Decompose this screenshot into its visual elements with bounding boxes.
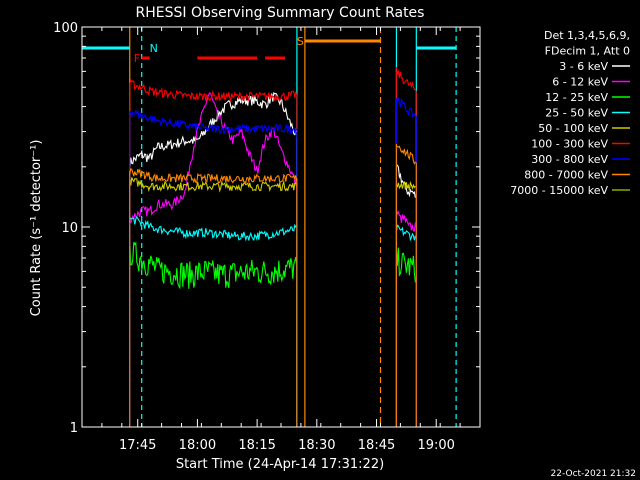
series-line-6 <box>396 97 416 118</box>
x-tick-label: 19:00 <box>417 438 454 453</box>
series-line-2 <box>395 247 416 283</box>
y-tick-label: 100 <box>53 21 78 36</box>
legend-entry: 50 - 100 keV <box>538 122 608 135</box>
series-line-3 <box>395 224 416 242</box>
legend-header: FDecim 1, Att 0 <box>545 45 630 58</box>
legend-entry: 300 - 800 keV <box>531 153 608 166</box>
y-tick-label: 10 <box>61 221 78 236</box>
y-tick-label: 1 <box>70 421 78 436</box>
series-line-7 <box>396 145 416 165</box>
flag-label: N <box>150 42 158 55</box>
legend-header: Det 1,3,4,5,6,9, <box>544 29 630 42</box>
series-line-2 <box>129 238 298 290</box>
x-axis-label: Start Time (24-Apr-14 17:31:22) <box>176 457 384 472</box>
legend-entry: 100 - 300 keV <box>531 138 608 151</box>
x-tick-label: 18:45 <box>358 438 395 453</box>
axis-ticks: 1 10 100 17:45 18:00 18:15 18:30 18:45 19:00 <box>53 21 481 453</box>
y-axis-label: Count Rate (s⁻¹ detector⁻¹) <box>29 140 44 317</box>
x-tick-label: 18:30 <box>298 438 335 453</box>
legend-entry: 800 - 7000 keV <box>524 169 608 182</box>
legend-entry: 12 - 25 keV <box>545 91 608 104</box>
series-line-5 <box>395 67 416 91</box>
series-line-0 <box>129 91 298 168</box>
x-tick-label: 17:45 <box>119 438 156 453</box>
legend-entry: 25 - 50 keV <box>545 107 608 120</box>
series-line-6 <box>129 108 297 135</box>
legend-entry: 3 - 6 keV <box>559 60 608 73</box>
flag-label: F <box>134 52 140 65</box>
series-line-1 <box>129 92 298 224</box>
legend-entry: 7000 - 15000 keV <box>510 184 608 197</box>
plot-area: NF S <box>82 27 457 427</box>
legend-entry: 6 - 12 keV <box>552 76 608 89</box>
series-line-5 <box>129 78 298 103</box>
series-line-4 <box>129 177 298 193</box>
flag-label: S <box>297 35 304 48</box>
series-line-7 <box>129 167 298 184</box>
x-tick-label: 18:00 <box>179 438 216 453</box>
series-line-4 <box>395 180 416 191</box>
series-line-1 <box>395 209 416 232</box>
chart-title: RHESSI Observing Summary Count Rates <box>136 5 425 21</box>
x-tick-label: 18:15 <box>238 438 275 453</box>
legend: Det 1,3,4,5,6,9, FDecim 1, Att 0 3 - 6 keV… <box>510 29 630 197</box>
footer-date: 22-Oct-2021 21:32 <box>551 469 636 479</box>
series-line-3 <box>129 215 298 242</box>
